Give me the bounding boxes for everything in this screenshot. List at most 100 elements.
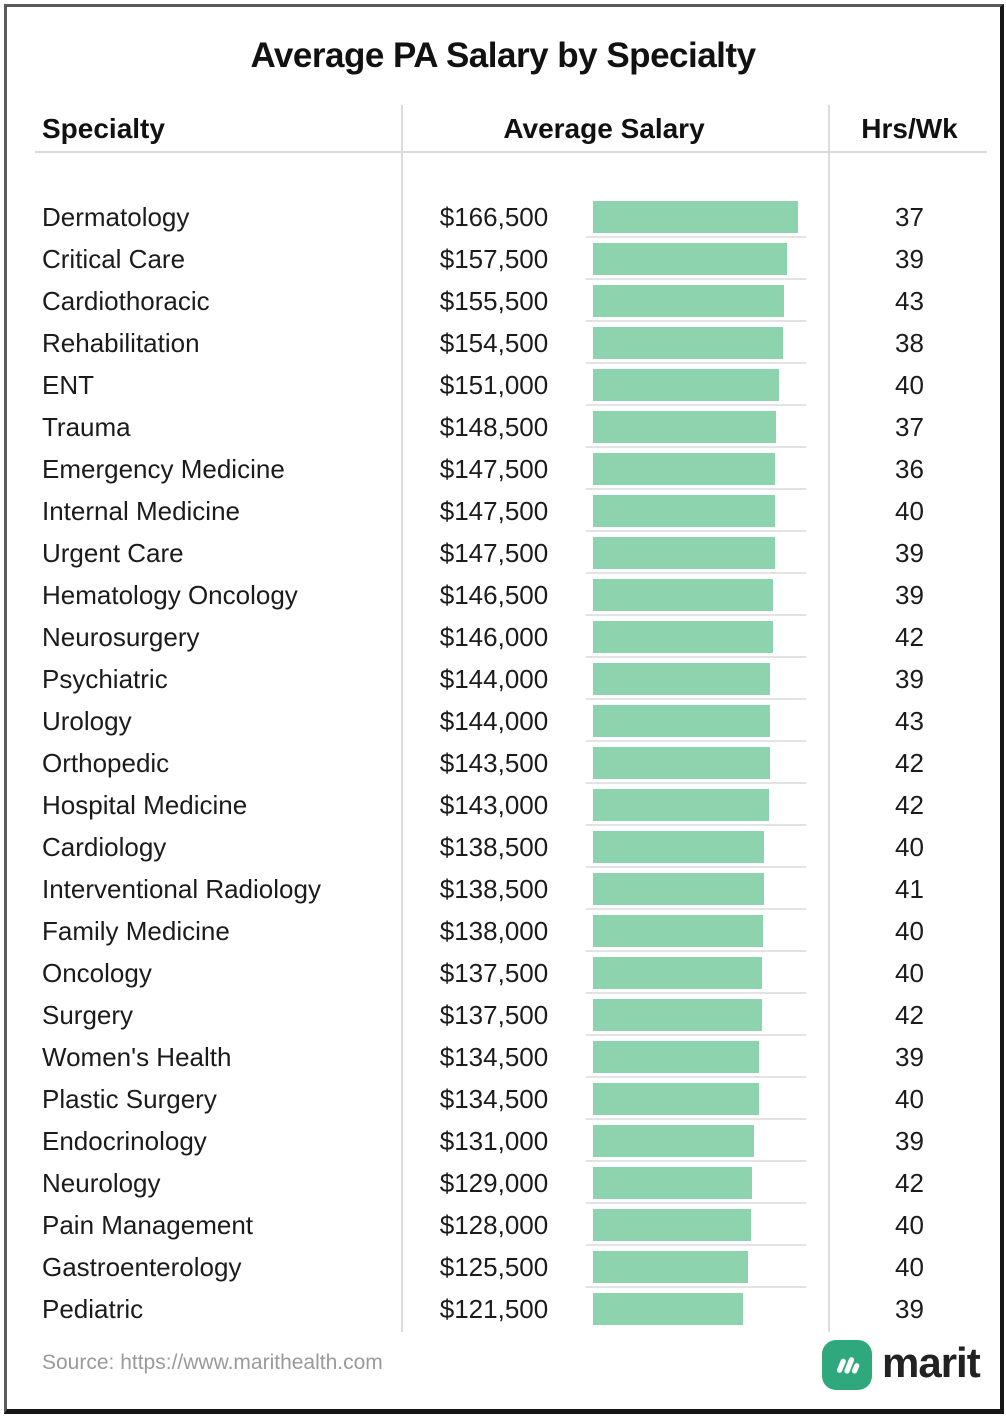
salary-bar: [593, 243, 787, 275]
salary-bar-track: [586, 742, 806, 784]
salary-value: $134,500: [439, 1041, 549, 1072]
salary-value: $128,000: [439, 1209, 549, 1240]
salary-bar: [593, 285, 784, 317]
salary-bar: [593, 873, 764, 905]
hours-value: 42: [895, 1167, 924, 1198]
salary-bar-track: [586, 1246, 806, 1288]
hours-value: 40: [895, 957, 924, 988]
table-row: Cardiothoracic $155,500 43: [0, 280, 1006, 322]
salary-value: $154,500: [439, 327, 549, 358]
salary-bar-track: [586, 1036, 806, 1078]
brand-name: marit: [882, 1339, 981, 1386]
salary-bar-track: [586, 280, 806, 322]
salary-bar-track: [586, 868, 806, 910]
salary-bar-track: [586, 1204, 806, 1246]
table-header-row: Specialty Average Salary Hrs/Wk: [0, 105, 1006, 152]
specialty-label: Endocrinology: [42, 1125, 207, 1156]
salary-bar-track: [586, 1120, 806, 1162]
salary-bar: [593, 369, 779, 401]
salary-bar: [593, 537, 775, 569]
source-text: Source: https://www.marithealth.com: [42, 1351, 383, 1374]
hours-value: 41: [895, 873, 924, 904]
hours-value: 39: [895, 579, 924, 610]
table-row: Neurology $129,000 42: [0, 1162, 1006, 1204]
salary-value: $157,500: [439, 243, 549, 274]
specialty-label: Pediatric: [42, 1293, 144, 1324]
column-header-average-salary: Average Salary: [503, 112, 705, 144]
marit-logo-icon: [822, 1340, 872, 1390]
table-row: Internal Medicine $147,500 40: [0, 490, 1006, 532]
hours-value: 37: [895, 201, 924, 232]
salary-value: $151,000: [439, 369, 549, 400]
salary-value: $138,000: [439, 915, 549, 946]
salary-bar-track: [586, 238, 806, 280]
hours-value: 39: [895, 663, 924, 694]
specialty-label: Critical Care: [42, 243, 186, 274]
salary-value: $144,000: [439, 663, 549, 694]
column-divider-left: [401, 105, 403, 1332]
specialty-label: Psychiatric: [42, 663, 168, 694]
table-row: Urgent Care $147,500 39: [0, 532, 1006, 574]
hours-value: 36: [895, 453, 924, 484]
salary-bar: [593, 201, 798, 233]
salary-value: $143,500: [439, 747, 549, 778]
specialty-label: Hospital Medicine: [42, 789, 248, 820]
salary-bar: [593, 495, 775, 527]
hours-value: 39: [895, 243, 924, 274]
specialty-label: Rehabilitation: [42, 327, 200, 358]
salary-bar-track: [586, 616, 806, 658]
salary-value: $134,500: [439, 1083, 549, 1114]
specialty-label: Cardiothoracic: [42, 285, 210, 316]
table-row: Plastic Surgery $134,500 40: [0, 1078, 1006, 1120]
hours-value: 40: [895, 1209, 924, 1240]
table-row: Emergency Medicine $147,500 36: [0, 448, 1006, 490]
table-row: Women's Health $134,500 39: [0, 1036, 1006, 1078]
table-row: Endocrinology $131,000 39: [0, 1120, 1006, 1162]
table-row: Urology $144,000 43: [0, 700, 1006, 742]
table-row: Pediatric $121,500 39: [0, 1288, 1006, 1330]
hours-value: 40: [895, 369, 924, 400]
salary-bar: [593, 1167, 752, 1199]
specialty-label: Dermatology: [42, 201, 190, 232]
salary-bar: [593, 1209, 751, 1241]
specialty-label: Cardiology: [42, 831, 167, 862]
salary-bar-track: [586, 910, 806, 952]
specialty-label: Hematology Oncology: [42, 579, 298, 610]
table-row: Hospital Medicine $143,000 42: [0, 784, 1006, 826]
column-header-specialty: Specialty: [42, 112, 165, 144]
salary-bar-track: [586, 532, 806, 574]
table-row: Trauma $148,500 37: [0, 406, 1006, 448]
salary-value: $144,000: [439, 705, 549, 736]
salary-bar-track: [586, 490, 806, 532]
salary-value: $143,000: [439, 789, 549, 820]
salary-bar: [593, 1083, 759, 1115]
salary-value: $147,500: [439, 495, 549, 526]
specialty-label: Family Medicine: [42, 915, 230, 946]
salary-bar-track: [586, 364, 806, 406]
hours-value: 42: [895, 999, 924, 1030]
salary-value: $147,500: [439, 537, 549, 568]
salary-bar-track: [586, 994, 806, 1036]
salary-value: $125,500: [439, 1251, 549, 1282]
specialty-label: Interventional Radiology: [42, 873, 321, 904]
salary-value: $137,500: [439, 957, 549, 988]
salary-bar-track: [586, 574, 806, 616]
column-header-hours-per-week: Hrs/Wk: [861, 112, 958, 144]
salary-bar: [593, 789, 769, 821]
salary-bar: [593, 747, 770, 779]
salary-value: $146,500: [439, 579, 549, 610]
specialty-label: Surgery: [42, 999, 134, 1030]
table-row: Hematology Oncology $146,500 39: [0, 574, 1006, 616]
salary-bar: [593, 1251, 748, 1283]
salary-bar-track: [586, 1078, 806, 1120]
specialty-label: Urology: [42, 705, 132, 736]
hours-value: 40: [895, 831, 924, 862]
specialty-label: Neurology: [42, 1167, 161, 1198]
table-row: Critical Care $157,500 39: [0, 238, 1006, 280]
salary-bar-track: [586, 826, 806, 868]
specialty-label: Pain Management: [42, 1209, 254, 1240]
hours-value: 42: [895, 747, 924, 778]
hours-value: 39: [895, 1125, 924, 1156]
table-row: Gastroenterology $125,500 40: [0, 1246, 1006, 1288]
salary-bar: [593, 411, 776, 443]
